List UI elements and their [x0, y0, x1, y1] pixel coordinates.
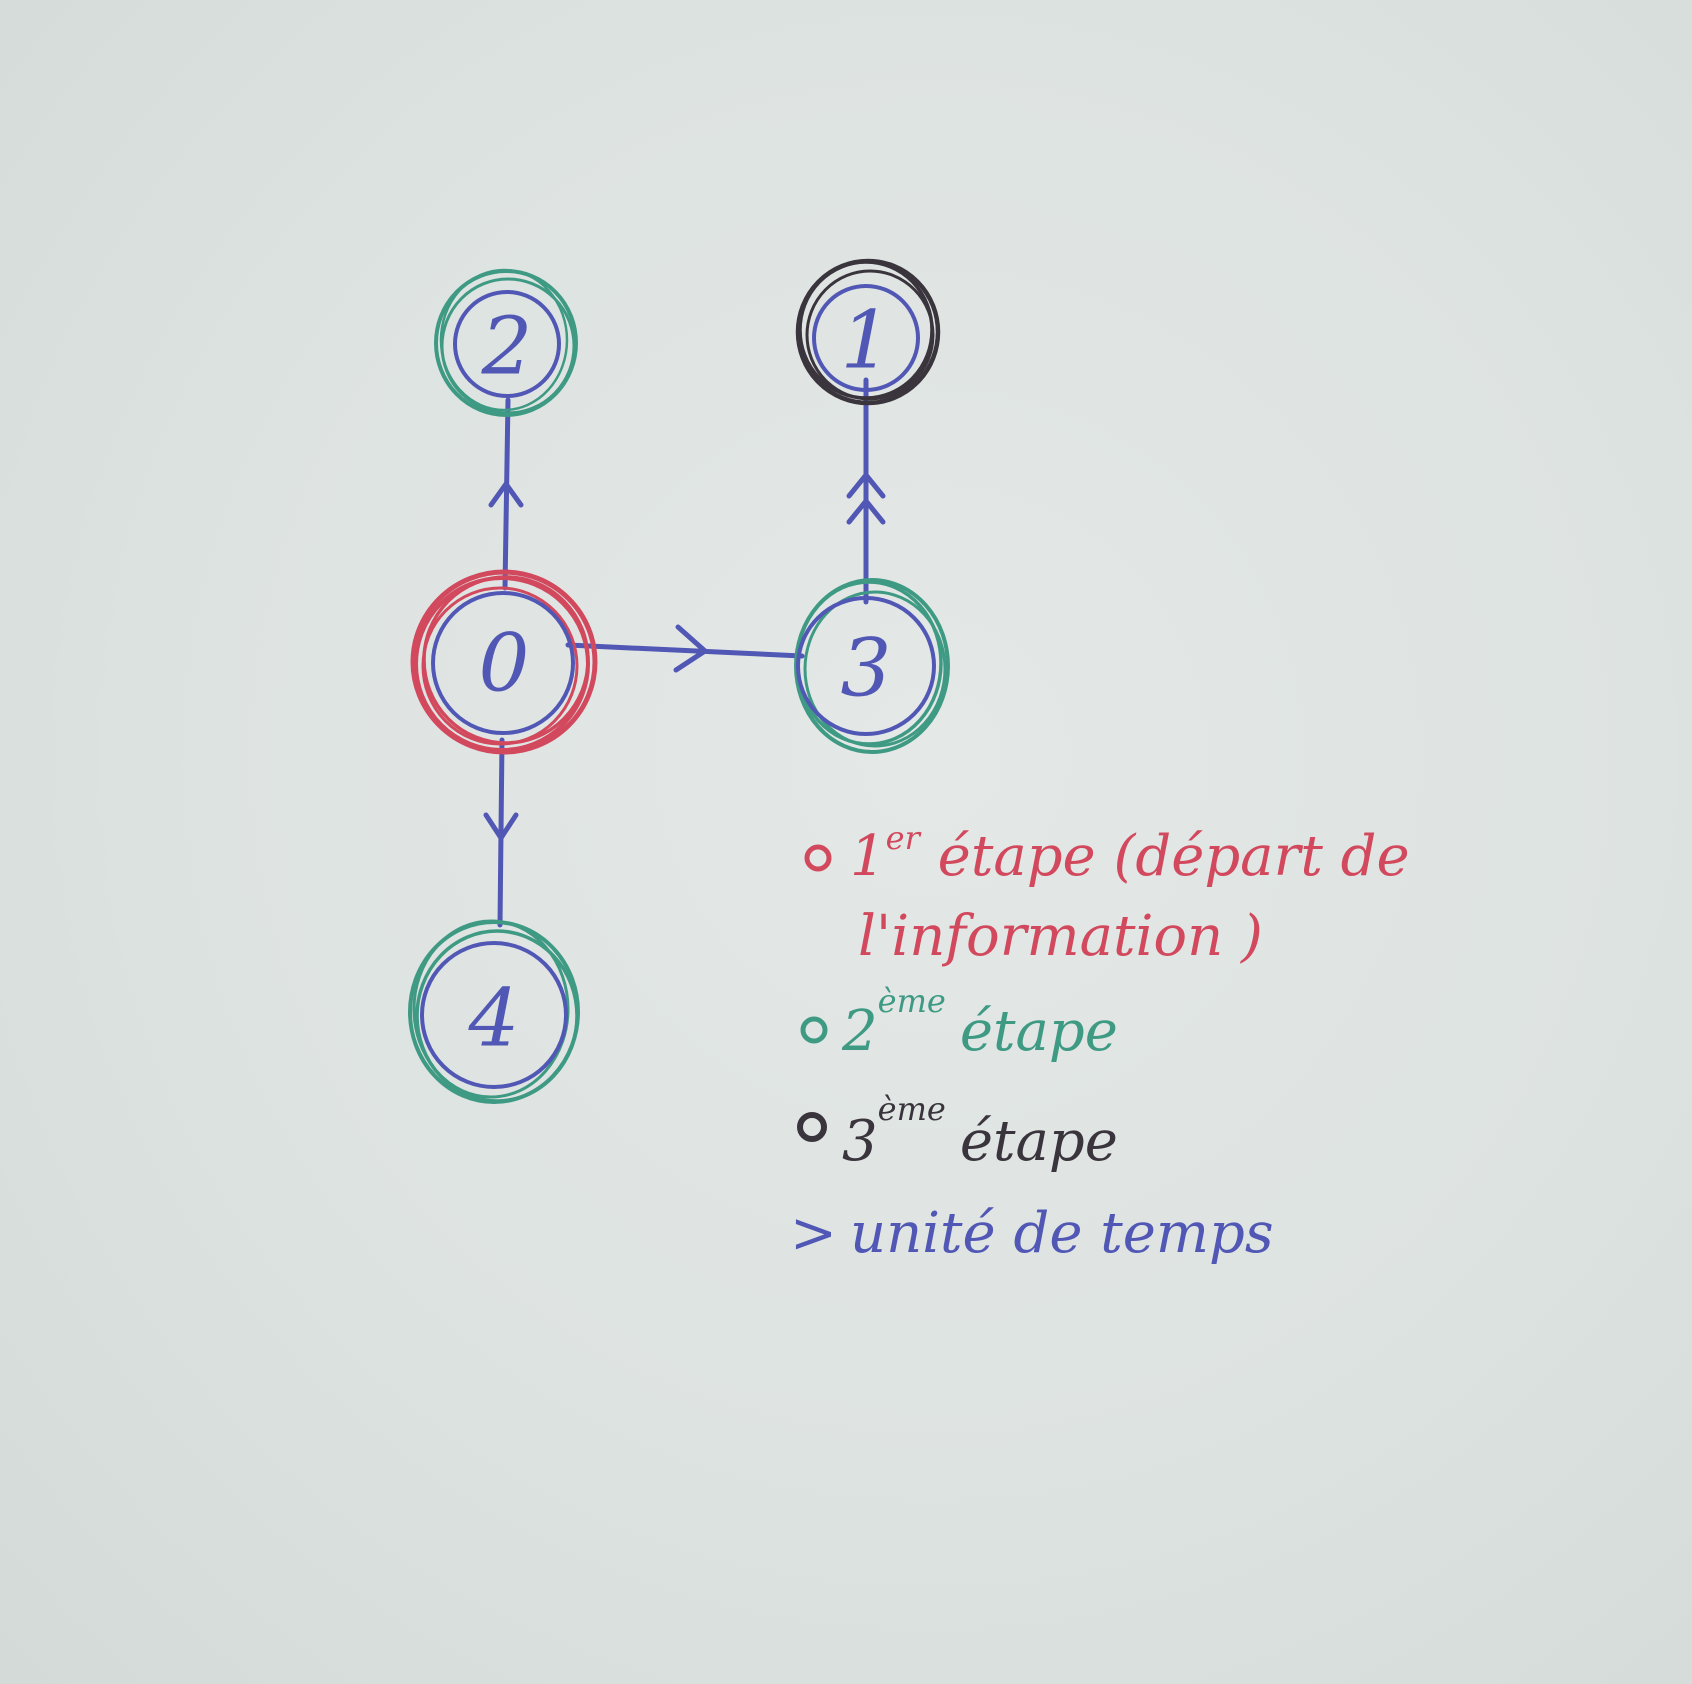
legend-step3-number: 3	[842, 1109, 878, 1174]
legend-item-time-unit: > unité de temps	[790, 1201, 1274, 1266]
arrowhead-up-1	[846, 472, 886, 499]
legend-step2-label: étape	[960, 999, 1118, 1064]
legend-step3-superscript: ème	[878, 1090, 946, 1128]
legend-step1-label-line2: l'information )	[858, 904, 1263, 969]
edge-3-to-1	[846, 377, 886, 605]
legend-item-step1: 1er étape (départ de l'information )	[804, 819, 1410, 969]
legend-marker-black	[797, 1112, 827, 1142]
legend-step1-label: étape (départ de	[920, 824, 1410, 889]
svg-text:1er étape (départ de: 1er étape (départ de	[850, 819, 1410, 889]
node-0-label: 0	[479, 617, 530, 710]
edges	[483, 377, 886, 928]
node-2: 2	[434, 268, 578, 417]
legend-item-step2: 2ème étape	[800, 982, 1118, 1064]
legend-step2-superscript: ème	[878, 982, 946, 1020]
arrowhead-down	[483, 812, 519, 841]
arrowhead-up	[488, 481, 524, 508]
node-3: 3	[794, 578, 950, 754]
node-0: 0	[410, 569, 598, 755]
legend-step1-number: 1	[850, 824, 886, 889]
legend-step2-number: 2	[841, 999, 878, 1064]
edge-0-to-3	[565, 624, 805, 673]
node-2-label: 2	[481, 300, 533, 393]
node-4: 4	[408, 919, 580, 1104]
arrowhead-right	[673, 624, 708, 673]
legend-step1-superscript: er	[886, 819, 922, 857]
legend-step3-label: étape	[960, 1109, 1118, 1174]
node-3-label: 3	[841, 622, 892, 715]
legend-time-unit-label: unité de temps	[850, 1201, 1274, 1266]
arrowhead-up-2	[846, 498, 886, 525]
node-1: 1	[795, 258, 941, 406]
legend-item-step3: 3ème étape	[797, 1090, 1118, 1174]
edge-0-to-4	[483, 737, 519, 928]
node-4-label: 4	[468, 972, 520, 1065]
legend-arrow-symbol: >	[790, 1201, 837, 1266]
legend-marker-green	[800, 1016, 828, 1044]
legend-marker-red	[804, 844, 832, 872]
edge-0-to-2	[488, 397, 524, 591]
legend: 1er étape (départ de l'information ) 2èm…	[790, 819, 1410, 1266]
node-1-label: 1	[841, 294, 892, 387]
